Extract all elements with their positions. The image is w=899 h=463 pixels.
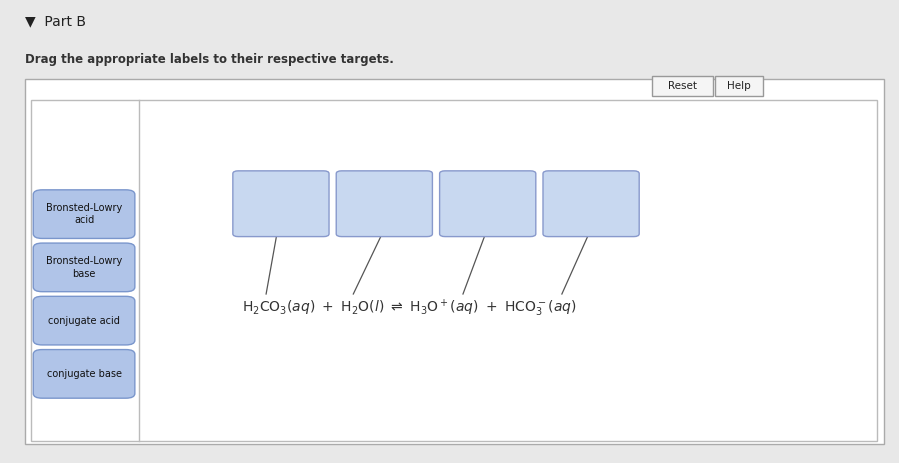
Text: Bronsted-Lowry
base: Bronsted-Lowry base: [46, 256, 122, 279]
FancyBboxPatch shape: [33, 190, 135, 238]
FancyBboxPatch shape: [33, 296, 135, 345]
FancyBboxPatch shape: [652, 76, 713, 96]
FancyBboxPatch shape: [336, 171, 432, 237]
FancyBboxPatch shape: [25, 79, 884, 444]
FancyBboxPatch shape: [33, 243, 135, 292]
Text: ▼  Part B: ▼ Part B: [25, 14, 86, 28]
FancyBboxPatch shape: [233, 171, 329, 237]
Text: Reset: Reset: [668, 81, 697, 91]
Text: Help: Help: [727, 81, 751, 91]
Text: conjugate base: conjugate base: [47, 369, 121, 379]
Text: Bronsted-Lowry
acid: Bronsted-Lowry acid: [46, 203, 122, 225]
FancyBboxPatch shape: [543, 171, 639, 237]
FancyBboxPatch shape: [31, 100, 877, 441]
Text: conjugate acid: conjugate acid: [49, 316, 120, 325]
FancyBboxPatch shape: [440, 171, 536, 237]
Text: $\mathrm{H_2CO_3}(aq)\ +\ \mathrm{H_2O}(\mathit{l})\ \rightleftharpoons\ \mathrm: $\mathrm{H_2CO_3}(aq)\ +\ \mathrm{H_2O}(…: [242, 297, 576, 319]
Text: Drag the appropriate labels to their respective targets.: Drag the appropriate labels to their res…: [25, 53, 394, 66]
FancyBboxPatch shape: [33, 350, 135, 398]
FancyBboxPatch shape: [715, 76, 763, 96]
